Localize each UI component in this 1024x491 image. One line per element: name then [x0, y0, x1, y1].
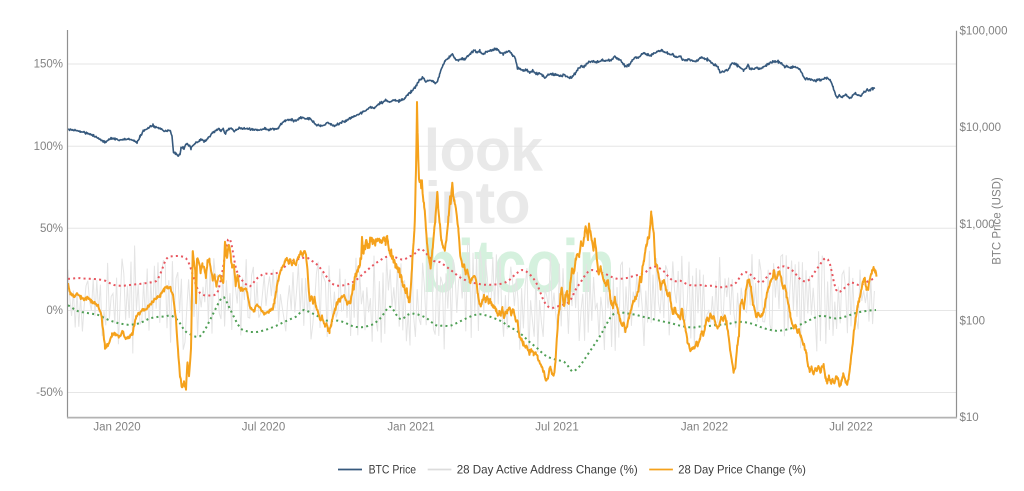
svg-text:28 Day Price Change (%): 28 Day Price Change (%) [678, 463, 806, 477]
svg-text:Jul 2020: Jul 2020 [242, 421, 285, 433]
svg-text:-50%: -50% [36, 387, 63, 399]
svg-text:BTC Price: BTC Price [369, 463, 417, 477]
svg-text:look: look [424, 118, 543, 184]
svg-text:$100,000: $100,000 [960, 26, 1008, 38]
svg-text:Jan 2022: Jan 2022 [681, 421, 728, 433]
svg-text:$10: $10 [960, 412, 979, 424]
svg-text:100%: 100% [34, 141, 63, 153]
svg-text:$1,000: $1,000 [960, 219, 995, 231]
svg-text:Jul 2022: Jul 2022 [829, 421, 872, 433]
svg-text:0%: 0% [46, 305, 63, 317]
svg-text:150%: 150% [34, 59, 63, 71]
svg-text:Jan 2020: Jan 2020 [93, 421, 140, 433]
svg-text:$100: $100 [960, 315, 986, 327]
svg-text:into: into [425, 170, 530, 236]
svg-text:$10,000: $10,000 [960, 122, 1002, 134]
svg-text:Jul 2021: Jul 2021 [535, 421, 578, 433]
svg-text:BTC Price (USD): BTC Price (USD) [992, 177, 1004, 265]
svg-text:Jan 2021: Jan 2021 [387, 421, 434, 433]
svg-text:50%: 50% [40, 223, 63, 235]
svg-text:28 Day Active Address Change (: 28 Day Active Address Change (%) [457, 463, 638, 477]
